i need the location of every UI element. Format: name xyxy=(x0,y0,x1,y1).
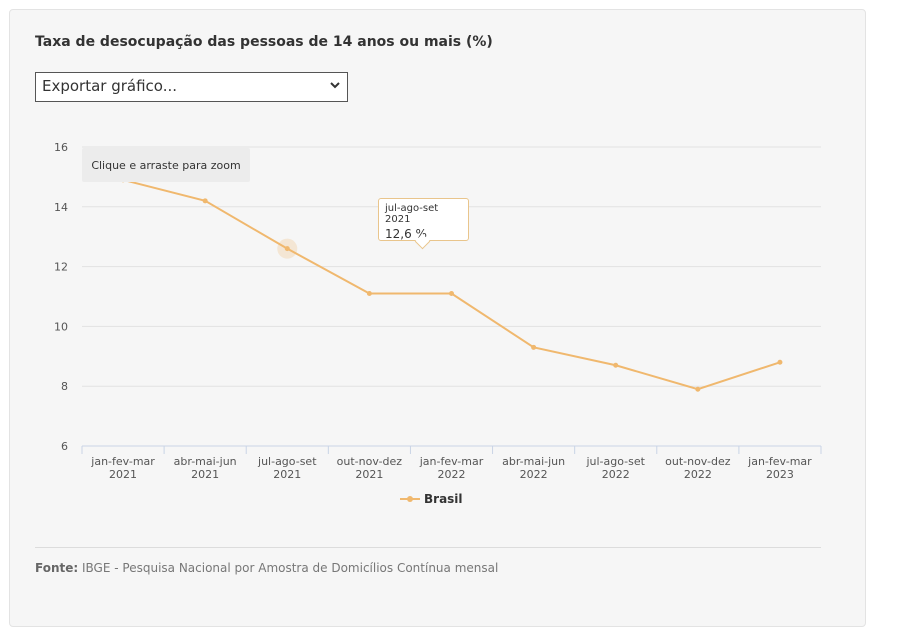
y-tick-label: 8 xyxy=(61,380,68,393)
x-tick-label: out-nov-dez 2021 xyxy=(337,455,403,481)
data-point xyxy=(777,359,783,365)
legend-item-brasil[interactable]: Brasil xyxy=(400,490,463,508)
chart-card xyxy=(9,9,866,627)
source-text: IBGE - Pesquisa Nacional por Amostra de … xyxy=(82,561,499,575)
export-chart-select-value: Exportar gráfico... xyxy=(42,77,178,95)
y-tick-label: 6 xyxy=(61,440,68,453)
legend-line-marker-icon xyxy=(400,496,420,502)
chart-tooltip: jul-ago-set 2021 12,6 % xyxy=(378,198,469,250)
source-note: Fonte: IBGE - Pesquisa Nacional por Amos… xyxy=(35,561,498,575)
x-tick-label: abr-mai-jun 2022 xyxy=(502,455,565,481)
data-point xyxy=(202,198,208,204)
x-tick-label: abr-mai-jun 2021 xyxy=(174,455,237,481)
zoom-hint-label: Clique e arraste para zoom xyxy=(91,158,241,172)
export-chart-select[interactable]: Exportar gráfico... xyxy=(35,72,348,102)
zoom-hint-button[interactable]: Clique e arraste para zoom xyxy=(82,148,250,182)
y-tick-label: 12 xyxy=(54,261,68,274)
x-tick-label: jan-fev-mar 2022 xyxy=(419,455,484,481)
y-tick-label: 10 xyxy=(54,320,68,333)
data-point xyxy=(695,386,701,392)
tooltip-value: 12,6 % xyxy=(385,227,427,241)
chart-title: Taxa de desocupação das pessoas de 14 an… xyxy=(35,34,493,50)
data-point xyxy=(613,362,619,368)
footer-divider xyxy=(35,547,821,548)
x-tick-label: jul-ago-set 2022 xyxy=(585,455,645,481)
data-point xyxy=(284,246,290,252)
data-point xyxy=(449,291,454,297)
x-tick-label: jan-fev-mar 2023 xyxy=(747,455,812,481)
legend-label: Brasil xyxy=(424,492,463,506)
data-point xyxy=(366,291,372,297)
y-tick-label: 14 xyxy=(54,201,68,214)
tooltip-category: jul-ago-set 2021 xyxy=(385,203,439,225)
source-label: Fonte: xyxy=(35,561,79,575)
chevron-down-icon xyxy=(330,82,340,89)
data-point xyxy=(531,344,537,350)
x-tick-label: jan-fev-mar 2021 xyxy=(90,455,155,481)
x-tick-label: jul-ago-set 2021 xyxy=(257,455,317,481)
x-tick-label: out-nov-dez 2022 xyxy=(665,455,731,481)
y-tick-label: 16 xyxy=(54,141,68,154)
